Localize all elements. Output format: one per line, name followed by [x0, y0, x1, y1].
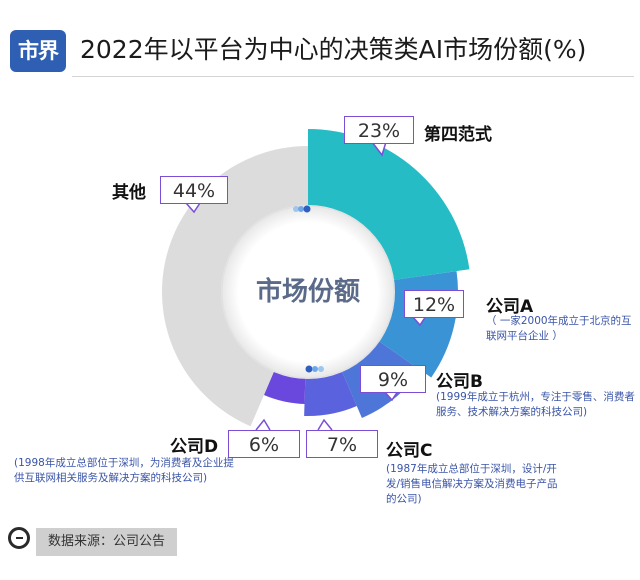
category-label-company-d: 公司D	[170, 437, 219, 457]
value-label-company-b: 9%	[360, 365, 426, 393]
data-source: 数据来源：公司公告	[36, 528, 178, 556]
note-company-b: (1999年成立于杭州，专注于零售、消费者服务、技术解决方案的科技公司)	[436, 391, 635, 418]
center-label: 市场份额	[256, 276, 360, 307]
category-label-company-c: 公司C	[386, 441, 433, 461]
brand-logo: 市界	[10, 30, 66, 72]
source-icon	[8, 527, 30, 549]
header: 市界 2022年以平台为中心的决策类AI市场份额(%)	[0, 0, 640, 86]
callout-pointers	[185, 141, 427, 431]
ring-dots-bottom	[305, 365, 324, 373]
note-company-a: （ 一家2000年成立于北京的互联网平台企业 ）	[486, 315, 632, 342]
category-label-company-b: 公司B	[436, 372, 483, 392]
value-label-company-c: 7%	[306, 430, 378, 458]
note-company-d: (1998年成立总部位于深圳，为消费者及企业提供互联网相关服务及解决方案的科技公…	[14, 457, 234, 484]
value-label-others: 44%	[160, 176, 228, 204]
category-label-4paradigm: 第四范式	[424, 125, 492, 145]
title-divider	[72, 76, 634, 77]
category-label-company-a: 公司A	[486, 297, 534, 317]
note-company-c: (1987年成立总部位于深圳，设计/开发/销售电信解决方案及消费电子产品的公司)	[386, 463, 558, 505]
donut-hole	[221, 205, 395, 379]
category-label-others: 其他	[112, 183, 146, 203]
chart-title: 2022年以平台为中心的决策类AI市场份额(%)	[80, 35, 587, 64]
value-label-4paradigm: 23%	[344, 116, 414, 144]
ring-dots-top	[293, 205, 311, 213]
value-label-company-d: 6%	[228, 430, 300, 458]
value-label-company-a: 12%	[404, 290, 464, 318]
